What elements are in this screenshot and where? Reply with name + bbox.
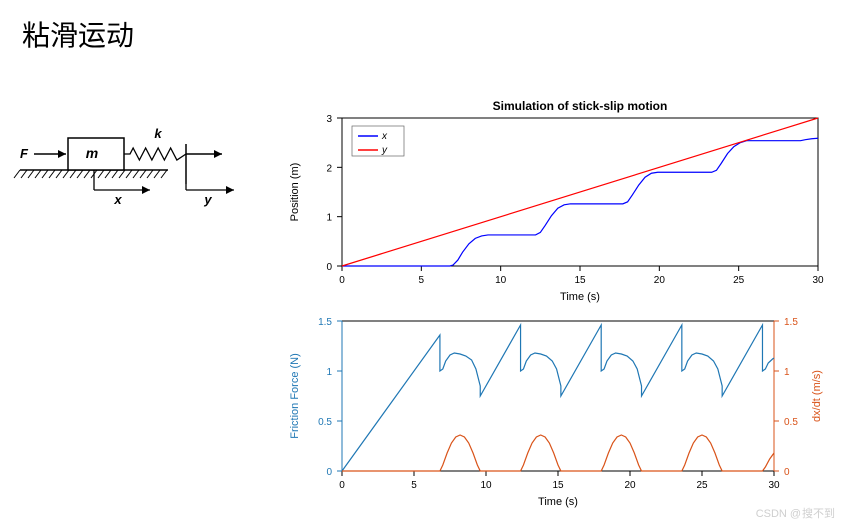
svg-text:15: 15 — [552, 480, 564, 491]
svg-text:1: 1 — [326, 367, 332, 378]
svg-text:1.5: 1.5 — [784, 317, 798, 328]
svg-text:10: 10 — [480, 480, 492, 491]
svg-text:1: 1 — [784, 367, 790, 378]
svg-text:Simulation of stick-slip motio: Simulation of stick-slip motion — [493, 99, 668, 113]
svg-text:5: 5 — [411, 480, 417, 491]
svg-text:0: 0 — [326, 467, 332, 478]
svg-text:0: 0 — [326, 262, 332, 273]
svg-text:y: y — [381, 145, 388, 156]
svg-text:1: 1 — [326, 213, 332, 224]
svg-text:10: 10 — [495, 275, 507, 286]
svg-text:0: 0 — [784, 467, 790, 478]
svg-text:Friction Force (N): Friction Force (N) — [289, 353, 301, 439]
svg-text:0.5: 0.5 — [318, 417, 332, 428]
svg-text:x: x — [381, 131, 388, 142]
mechanical-diagram: m Fk x y — [10, 108, 252, 218]
svg-text:0: 0 — [339, 275, 345, 286]
svg-text:30: 30 — [768, 480, 780, 491]
charts-panel: Simulation of stick-slip motion051015202… — [282, 96, 832, 516]
svg-text:2: 2 — [326, 163, 332, 174]
svg-text:3: 3 — [326, 114, 332, 125]
svg-text:dx/dt (m/s): dx/dt (m/s) — [811, 370, 823, 422]
svg-text:15: 15 — [574, 275, 586, 286]
svg-text:Time (s): Time (s) — [538, 496, 578, 508]
svg-text:0: 0 — [339, 480, 345, 491]
svg-text:Time (s): Time (s) — [560, 291, 600, 303]
position-chart: Simulation of stick-slip motion051015202… — [282, 96, 832, 306]
svg-text:20: 20 — [624, 480, 636, 491]
svg-text:1.5: 1.5 — [318, 317, 332, 328]
svg-text:m: m — [86, 145, 98, 161]
watermark: CSDN @ 搜不到 — [756, 505, 835, 521]
friction-velocity-chart: 0 5 10 15 20 25 30 0 0.5 1 1.5 0 0.5 1 1.5 Time (s) Fric… — [282, 311, 832, 511]
page-title: 粘滑运动 — [22, 14, 134, 54]
svg-text:k: k — [154, 126, 162, 141]
svg-text:5: 5 — [419, 275, 425, 286]
svg-text:30: 30 — [812, 275, 824, 286]
svg-text:0.5: 0.5 — [784, 417, 798, 428]
svg-text:25: 25 — [696, 480, 708, 491]
svg-text:x: x — [113, 192, 122, 207]
svg-text:20: 20 — [654, 275, 666, 286]
svg-text:y: y — [203, 192, 212, 207]
svg-text:Position (m): Position (m) — [289, 163, 301, 222]
svg-text:25: 25 — [733, 275, 745, 286]
svg-text:F: F — [20, 146, 29, 161]
